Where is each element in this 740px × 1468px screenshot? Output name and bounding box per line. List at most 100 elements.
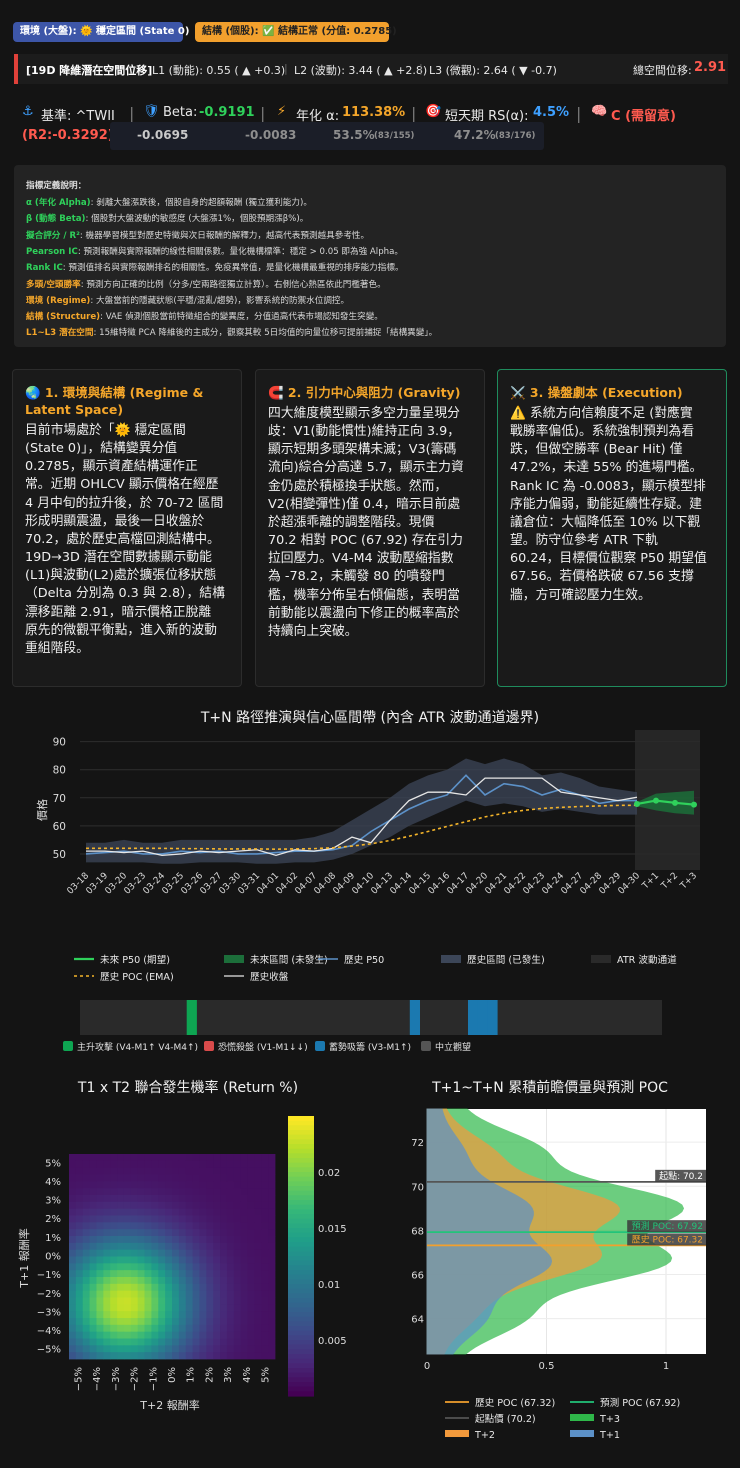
profile-line-label: 歷史 POC: 67.32 (632, 1233, 703, 1245)
heatmap-cell (185, 1208, 193, 1216)
heatmap-cell (110, 1188, 118, 1196)
heatmap-cell (89, 1318, 97, 1326)
heatmap-cell (185, 1318, 193, 1326)
heatmap-cell (96, 1256, 104, 1264)
heatmap-cell (172, 1256, 180, 1264)
heatmap-cell (261, 1324, 269, 1333)
heatmap-cell (172, 1181, 180, 1189)
colorbar-segment (288, 1321, 314, 1327)
heatmap-cell (226, 1154, 235, 1162)
heatmap-y-label: T+1 報酬率 (17, 1228, 31, 1288)
heatmap-cell (165, 1215, 173, 1223)
heatmap-cell (103, 1345, 111, 1353)
heatmap-cell (144, 1181, 152, 1189)
heatmap-cell (151, 1249, 159, 1257)
heatmap-cell (165, 1236, 173, 1244)
heatmap-cell (192, 1277, 200, 1285)
heatmap-cell (89, 1215, 97, 1223)
heatmap-cell (213, 1263, 221, 1271)
profile-x-tick: 0 (424, 1361, 430, 1372)
heatmap-cell (144, 1222, 152, 1230)
heatmap-cell (261, 1352, 269, 1360)
heatmap-cell (254, 1188, 262, 1196)
heatmap-cell (220, 1331, 228, 1339)
heatmap-cell (137, 1215, 145, 1223)
heatmap-cell (117, 1222, 125, 1230)
heatmap-cell (199, 1318, 207, 1326)
heatmap-cell (158, 1277, 166, 1285)
heatmap-cell (247, 1174, 255, 1182)
heatmap-cell (165, 1277, 173, 1285)
heatmap-cell (172, 1277, 180, 1285)
heatmap-cell (185, 1324, 193, 1333)
heatmap-cell (206, 1345, 214, 1353)
heatmap-cell (137, 1256, 145, 1264)
heatmap-cell (192, 1304, 200, 1312)
heatmap-cell (233, 1290, 242, 1298)
heatmap-cell (69, 1331, 77, 1339)
heatmap-cell (103, 1208, 111, 1216)
heatmap-cell (69, 1188, 77, 1196)
heatmap-cell (247, 1318, 255, 1326)
heatmap-cell (226, 1195, 235, 1203)
heatmap-cell (268, 1174, 276, 1182)
heatmap-cell (192, 1338, 200, 1346)
colorbar-tick: 0.02 (318, 1168, 340, 1179)
heatmap-cell (178, 1195, 187, 1203)
heatmap-cell (82, 1352, 90, 1360)
heatmap-cell (82, 1345, 90, 1353)
heatmap-cell (185, 1229, 193, 1237)
heatmap-cell (144, 1297, 152, 1305)
heatmap-cell (69, 1338, 77, 1346)
heatmap-cell (75, 1201, 84, 1210)
heatmap-cell (158, 1242, 166, 1251)
heatmap-cell (185, 1160, 193, 1169)
heatmap-cell (213, 1181, 221, 1189)
heatmap-cell (137, 1167, 145, 1175)
heatmap-cell (69, 1208, 77, 1216)
heatmap-cell (261, 1215, 269, 1223)
heatmap-cell (130, 1263, 139, 1271)
heatmap-cell (220, 1318, 228, 1326)
heatmap-cell (110, 1324, 118, 1333)
heatmap-cell (130, 1181, 139, 1189)
heatmap-cell (96, 1304, 104, 1312)
heatmap-cell (69, 1215, 77, 1223)
heatmap-cell (110, 1249, 118, 1257)
heatmap-cell (82, 1297, 90, 1305)
heatmap-cell (213, 1215, 221, 1223)
definitions-panel: 指標定義說明： α (年化 Alpha): 剝離大盤漲跌後，個股自身的超額報酬 … (14, 165, 726, 347)
heatmap-cell (151, 1174, 159, 1182)
lightning-icon: ⚡ (277, 104, 287, 119)
heatmap-cell (130, 1256, 139, 1264)
heatmap-cell (226, 1318, 235, 1326)
heatmap-cell (110, 1263, 118, 1271)
heatmap-cell (103, 1338, 111, 1346)
definition-term: Rank IC (26, 263, 63, 274)
heatmap-cell (178, 1324, 187, 1333)
heatmap-cell (69, 1283, 77, 1292)
heatmap-cell (117, 1304, 125, 1312)
colorbar-segment (288, 1232, 314, 1238)
heatmap-cell (69, 1256, 77, 1264)
heatmap-cell (254, 1283, 262, 1292)
heatmap-cell (261, 1331, 269, 1339)
heatmap-cell (192, 1352, 200, 1360)
heatmap-cell (96, 1324, 104, 1333)
heatmap-cell (268, 1188, 276, 1196)
heatmap-cell (151, 1181, 159, 1189)
heatmap-cell (233, 1181, 242, 1189)
heatmap-cell (89, 1345, 97, 1353)
colorbar-segment (288, 1176, 314, 1182)
heatmap-cell (165, 1242, 173, 1251)
heatmap-cell (192, 1263, 200, 1271)
heatmap-cell (117, 1160, 125, 1169)
heatmap-cell (247, 1195, 255, 1203)
definition-text: : 大盤當前的隱藏狀態(平穩/混亂/趨勢)，影響系統的防禦水位調控。 (90, 295, 350, 306)
heatmap-cell (110, 1242, 118, 1251)
heatmap-cell (206, 1229, 214, 1237)
heatmap-cell (213, 1174, 221, 1182)
heatmap-cell (268, 1242, 276, 1251)
heatmap-cell (240, 1318, 248, 1326)
heatmap-cell (199, 1345, 207, 1353)
